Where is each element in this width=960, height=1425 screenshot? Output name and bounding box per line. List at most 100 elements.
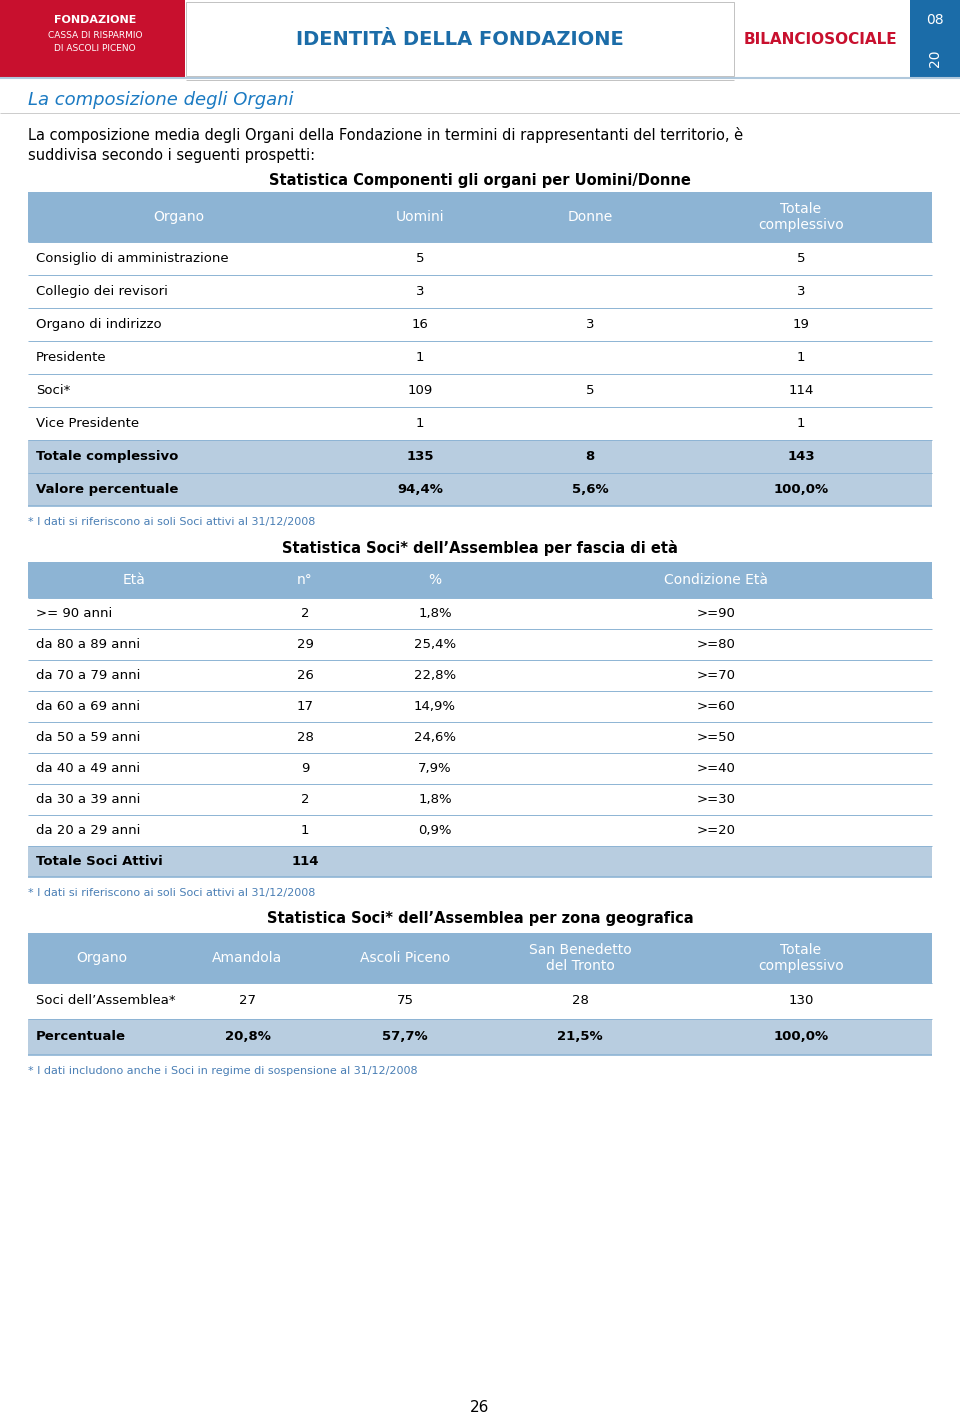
Text: >=50: >=50 [697,731,735,744]
Text: Collegio dei revisori: Collegio dei revisori [36,285,168,298]
Text: * I dati includono anche i Soci in regime di sospensione al 31/12/2008: * I dati includono anche i Soci in regim… [28,1066,418,1076]
Text: IDENTITÀ DELLA FONDAZIONE: IDENTITÀ DELLA FONDAZIONE [296,30,624,48]
Text: Valore percentuale: Valore percentuale [36,483,179,496]
Text: da 80 a 89 anni: da 80 a 89 anni [36,638,140,651]
Text: Totale Soci Attivi: Totale Soci Attivi [36,855,163,868]
Bar [186,1,734,76]
Text: 5: 5 [416,252,424,265]
Text: da 40 a 49 anni: da 40 a 49 anni [36,762,140,775]
Text: >=30: >=30 [697,792,735,807]
Bar [28,440,932,473]
Text: da 20 a 29 anni: da 20 a 29 anni [36,824,140,836]
Text: Ascoli Piceno: Ascoli Piceno [360,950,450,965]
Text: San Benedetto
del Tronto: San Benedetto del Tronto [529,943,632,973]
Text: FONDAZIONE: FONDAZIONE [54,16,136,26]
Text: Uomini: Uomini [396,209,444,224]
Text: 5: 5 [797,252,805,265]
Text: 20,8%: 20,8% [225,1030,271,1043]
Text: 8: 8 [586,450,594,463]
Text: da 70 a 79 anni: da 70 a 79 anni [36,668,140,683]
Text: 16: 16 [412,318,428,331]
Bar [734,0,910,78]
Text: Amandola: Amandola [212,950,282,965]
Text: 3: 3 [797,285,805,298]
Text: 100,0%: 100,0% [774,1030,828,1043]
Text: 1: 1 [416,351,424,363]
Bar [186,1,734,76]
Text: 75: 75 [396,995,414,1007]
Text: >=40: >=40 [697,762,735,775]
Text: Totale complessivo: Totale complessivo [36,450,179,463]
Text: Statistica Soci* dell’Assemblea per fascia di età: Statistica Soci* dell’Assemblea per fasc… [282,540,678,556]
Text: 109: 109 [407,383,433,398]
Text: 57,7%: 57,7% [382,1030,428,1043]
Text: 5: 5 [586,383,594,398]
Text: 2: 2 [300,607,309,620]
Text: 1,8%: 1,8% [419,792,452,807]
Text: 26: 26 [470,1401,490,1415]
Text: Statistica Componenti gli organi per Uomini/Donne: Statistica Componenti gli organi per Uom… [269,172,691,188]
Text: 7,9%: 7,9% [419,762,452,775]
Text: 2: 2 [300,792,309,807]
Text: >=20: >=20 [697,824,735,836]
Text: Età: Età [123,573,145,587]
Bar [28,192,932,242]
Text: Condizione Età: Condizione Età [664,573,768,587]
Text: 19: 19 [793,318,809,331]
Text: 14,9%: 14,9% [414,700,456,712]
Bar [28,933,932,983]
Text: >=70: >=70 [697,668,735,683]
Text: Statistica Soci* dell’Assemblea per zona geografica: Statistica Soci* dell’Assemblea per zona… [267,912,693,926]
Bar [0,0,185,78]
Text: Organo di indirizzo: Organo di indirizzo [36,318,161,331]
Text: Totale
complessivo: Totale complessivo [758,943,844,973]
Text: 135: 135 [406,450,434,463]
Text: 17: 17 [297,700,314,712]
Text: 143: 143 [787,450,815,463]
Text: 100,0%: 100,0% [774,483,828,496]
Text: BILANCIOSOCIALE: BILANCIOSOCIALE [743,31,897,47]
Text: >= 90 anni: >= 90 anni [36,607,112,620]
Text: 08: 08 [926,13,944,27]
Text: 29: 29 [297,638,313,651]
Text: 22,8%: 22,8% [414,668,456,683]
Text: Organo: Organo [154,209,204,224]
Text: 25,4%: 25,4% [414,638,456,651]
Text: Consiglio di amministrazione: Consiglio di amministrazione [36,252,228,265]
Text: 27: 27 [239,995,256,1007]
Text: 5,6%: 5,6% [572,483,609,496]
Text: suddivisa secondo i seguenti prospetti:: suddivisa secondo i seguenti prospetti: [28,148,315,162]
Text: 3: 3 [416,285,424,298]
Text: 28: 28 [297,731,313,744]
Text: 1: 1 [797,418,805,430]
Text: Donne: Donne [567,209,612,224]
Bar [28,561,932,598]
Text: %: % [428,573,442,587]
Text: da 60 a 69 anni: da 60 a 69 anni [36,700,140,712]
Bar [28,473,932,506]
Text: 1,8%: 1,8% [419,607,452,620]
Text: Percentuale: Percentuale [36,1030,126,1043]
Text: Vice Presidente: Vice Presidente [36,418,139,430]
Text: 114: 114 [291,855,319,868]
Text: 21,5%: 21,5% [557,1030,603,1043]
Text: 94,4%: 94,4% [397,483,443,496]
Text: 1: 1 [300,824,309,836]
Bar [910,0,960,78]
Text: 20: 20 [928,50,942,67]
Text: * I dati si riferiscono ai soli Soci attivi al 31/12/2008: * I dati si riferiscono ai soli Soci att… [28,888,316,898]
Text: 3: 3 [586,318,594,331]
Text: Totale
complessivo: Totale complessivo [758,202,844,232]
Text: 24,6%: 24,6% [414,731,456,744]
Text: >=80: >=80 [697,638,735,651]
Text: 114: 114 [788,383,814,398]
Text: * I dati si riferiscono ai soli Soci attivi al 31/12/2008: * I dati si riferiscono ai soli Soci att… [28,517,316,527]
Text: n°: n° [298,573,313,587]
Text: >=90: >=90 [697,607,735,620]
Text: 28: 28 [571,995,588,1007]
Text: 26: 26 [297,668,313,683]
Text: Organo: Organo [76,950,127,965]
Text: >=60: >=60 [697,700,735,712]
Text: La composizione media degli Organi della Fondazione in termini di rappresentanti: La composizione media degli Organi della… [28,127,743,142]
Text: da 30 a 39 anni: da 30 a 39 anni [36,792,140,807]
